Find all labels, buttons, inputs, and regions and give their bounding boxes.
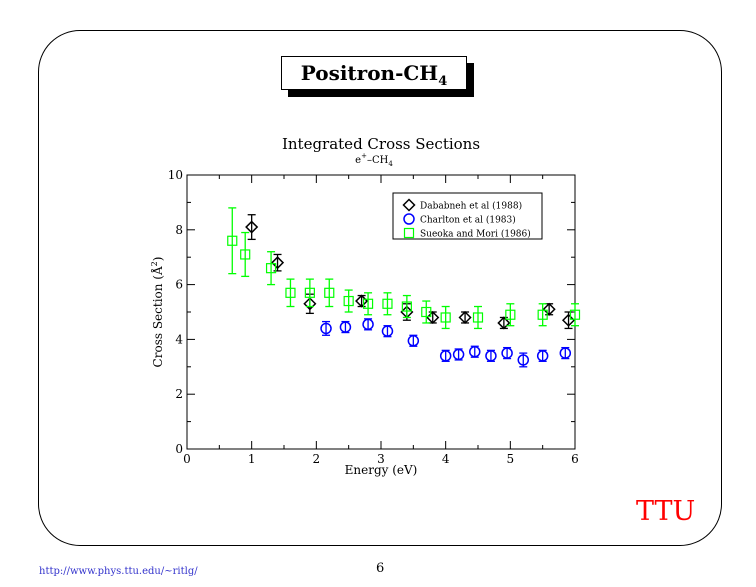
legend-label: Dababneh et al (1988): [420, 201, 522, 212]
marks: [227, 207, 581, 368]
x-tick-label: 2: [313, 452, 321, 466]
series-square: [227, 207, 581, 330]
ttu-logo: TTU: [636, 496, 696, 527]
chart-title: Integrated Cross Sections: [282, 135, 480, 153]
data-point-circle: [469, 345, 481, 358]
data-point-square: [343, 295, 354, 307]
data-point-diamond: [561, 313, 576, 327]
legend-marker-square: [403, 227, 415, 239]
data-point-square: [537, 309, 548, 320]
y-tick-label: 0: [175, 442, 183, 456]
x-tick-label: 4: [442, 452, 450, 466]
y-tick-label: 6: [175, 278, 183, 292]
data-point-diamond: [426, 310, 440, 325]
data-point-diamond: [245, 220, 259, 234]
legend-label: Charlton et al (1983): [420, 215, 516, 226]
data-point-square: [472, 312, 484, 323]
data-point-square: [240, 249, 251, 260]
data-point-circle: [485, 350, 497, 362]
data-point-square: [304, 287, 315, 298]
slide-title-subscript: 4: [438, 74, 448, 89]
data-point-square: [569, 309, 581, 320]
y-tick-label: 2: [175, 387, 183, 401]
data-point-square: [505, 309, 516, 320]
svg-text:Cross Section (Å2): Cross Section (Å2): [150, 257, 165, 368]
legend-label: Sueoka and Mori (1986): [420, 229, 531, 240]
data-point-circle: [501, 347, 513, 359]
x-axis-label: Energy (eV): [345, 463, 418, 477]
data-point-circle: [407, 335, 420, 347]
x-tick-label: 1: [248, 452, 256, 466]
data-point-square: [421, 306, 432, 318]
slide-title: Positron-CH4: [281, 56, 467, 90]
slide-title-main: Positron-CH: [300, 61, 439, 85]
y-tick-label: 4: [175, 332, 183, 346]
data-point-circle: [439, 350, 452, 362]
data-point-diamond: [497, 316, 511, 330]
data-point-square: [440, 312, 451, 323]
legend: Dababneh et al (1988) Charlton et al (198…: [392, 192, 543, 240]
data-point-diamond: [303, 297, 317, 311]
svg-text:e+–CH4: e+–CH4: [355, 152, 393, 168]
data-point-diamond: [270, 256, 285, 270]
page-number: 6: [376, 561, 385, 576]
legend-marker-circle: [403, 213, 415, 225]
footer-url[interactable]: http://www.phys.ttu.edu/~ritlg/: [39, 566, 198, 577]
data-point-diamond: [542, 302, 556, 316]
y-tick-label: 8: [175, 223, 183, 237]
data-point-square: [362, 298, 374, 309]
data-point-circle: [362, 318, 374, 331]
data-point-circle: [452, 348, 465, 361]
x-tick-label: 0: [183, 452, 191, 466]
y-axis-label: Cross Section (Å2): [150, 257, 165, 368]
legend-marker-diamond: [402, 198, 416, 212]
y-tick-label: 10: [168, 168, 183, 182]
data-point-circle: [517, 354, 530, 366]
axes: 0 1 2 3 4 5 6 0 2 4 6 8 10: [168, 168, 579, 466]
data-point-square: [265, 263, 277, 274]
data-point-circle: [559, 347, 572, 359]
data-point-square: [324, 287, 335, 298]
data-point-circle: [536, 350, 549, 362]
data-point-circle: [381, 325, 394, 337]
data-point-circle: [339, 321, 352, 333]
data-point-square: [382, 298, 393, 309]
data-point-square: [401, 301, 412, 312]
x-tick-label: 5: [507, 452, 515, 466]
data-point-square: [227, 235, 238, 246]
x-tick-label: 6: [571, 452, 579, 466]
data-point-diamond: [458, 310, 472, 325]
chart-subtitle: e+–CH4: [355, 152, 393, 168]
data-point-circle: [320, 322, 332, 335]
x-tick-label: 3: [377, 452, 385, 466]
series-circle: [320, 318, 572, 368]
slide-frame: [38, 30, 722, 546]
data-point-square: [285, 287, 296, 298]
